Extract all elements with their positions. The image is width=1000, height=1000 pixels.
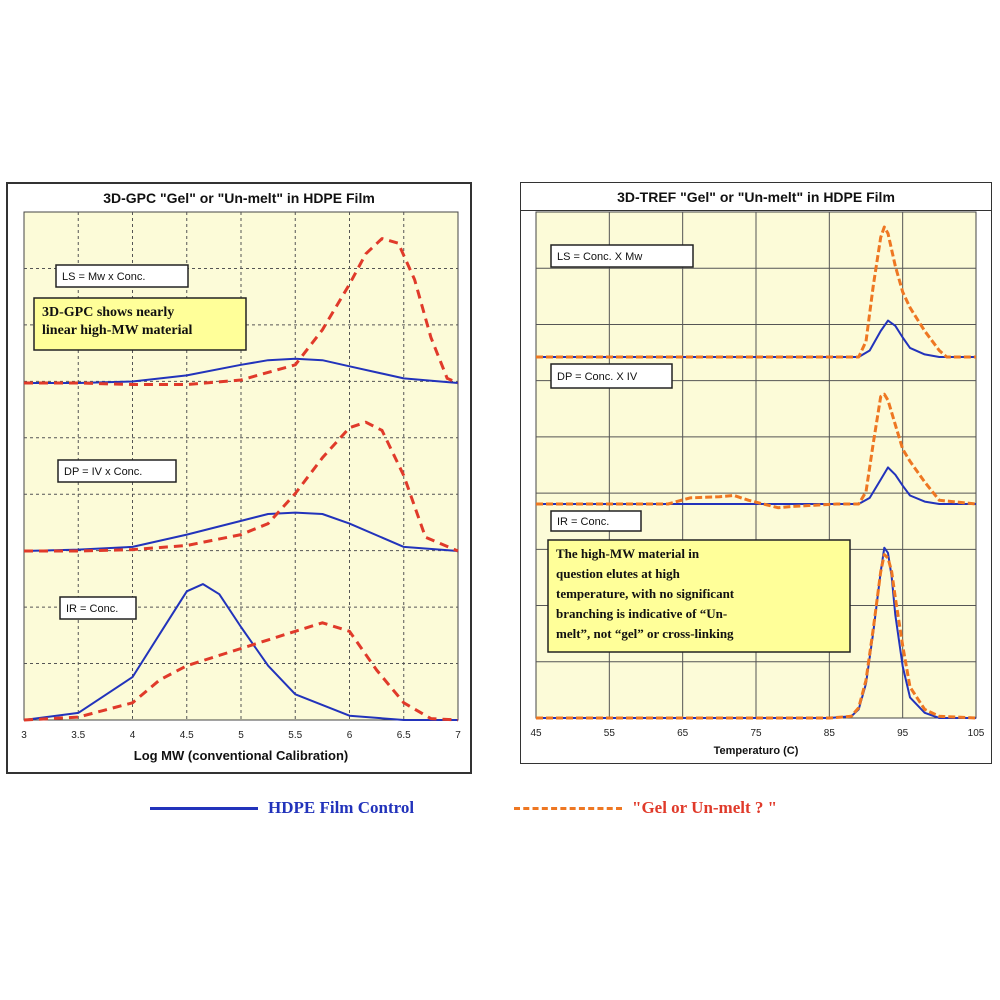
chart-1-annotation-line: melt”, not “gel” or cross-linking (556, 626, 734, 641)
chart-1-detector-label-box (550, 244, 694, 268)
chart-0-detector-label: IR = Conc. (66, 603, 118, 615)
chart-1-annotation-line: branching is indicative of “Un- (556, 606, 727, 621)
chart-1-x-axis-label: Temperaturo (C) (714, 745, 799, 757)
chart-1-x-tick-label: 85 (824, 728, 836, 739)
chart-0-detector-label: DP = IV x Conc. (64, 466, 142, 478)
chart-1-group: 45 55 65 75 85 95 105 Temperaturo (C) LS = Conc.… (530, 211, 985, 757)
legend-gel-line (514, 807, 622, 810)
chart-0-x-tick-label: 3 (21, 730, 27, 741)
chart-1-dp-gel-line (536, 392, 977, 510)
legend-gel: "Gel or Un-melt ? " (514, 796, 834, 820)
chart-0-dp-control-line (23, 511, 459, 552)
chart-1-ls-control-line (536, 319, 976, 358)
chart-1-annotation-box (547, 539, 851, 653)
chart-0-detector-label-box (55, 264, 189, 288)
chart-1-x-tick-label: 95 (897, 728, 909, 739)
gpc-chart-title: 3D-GPC "Gel" or "Un-melt" in HDPE Film (103, 190, 375, 206)
chart-0-x-tick-label: 3.5 (71, 730, 85, 741)
legend-gel-label: "Gel or Un-melt ? " (632, 798, 778, 817)
chart-1-ls-gel-line (536, 225, 976, 359)
chart-1-detector-label-box (550, 363, 673, 389)
chart-1-annotation-line: The high-MW material in (556, 546, 700, 561)
chart-1-annotation-line: question elutes at high (556, 566, 681, 581)
chart-1-ir-gel-line (536, 553, 977, 720)
chart-0-dp-gel-line (24, 420, 459, 553)
chart-0-x-axis-label: Log MW (conventional Calibration) (134, 748, 349, 763)
chart-1-annotation-line: temperature, with no significant (556, 586, 735, 601)
chart-0-x-tick-label: 4 (130, 730, 136, 741)
tref-title-rule (521, 210, 991, 211)
tref-chart-title: 3D-TREF "Gel" or "Un-melt" in HDPE Film (617, 189, 895, 205)
chart-1-x-tick-label: 75 (750, 728, 762, 739)
chart-1-detector-label: DP = Conc. X IV (557, 371, 638, 383)
chart-1-annotation-text: The high-MW material in question elutes a… (556, 546, 735, 641)
chart-0-x-tick-label: 4.5 (180, 730, 194, 741)
chart-0-group: 3 3.5 4 4.5 5 5.5 6 6.5 7 Log MW (conventional Ca… (21, 211, 461, 763)
chart-0-detector-label-box (59, 596, 137, 620)
chart-0-x-tick-label: 6 (347, 730, 353, 741)
chart-0-x-tick-label: 5.5 (288, 730, 302, 741)
chart-0-annotation-box (33, 297, 247, 351)
chart-1-x-tick-label: 65 (677, 728, 689, 739)
chart-1-detector-label: IR = Conc. (557, 516, 609, 528)
chart-1-detector-label: LS = Conc. X Mw (557, 251, 642, 263)
chart-1-x-tick-label: 105 (968, 728, 985, 739)
chart-0-ir-gel-line (23, 621, 459, 722)
chart-0-detector-label: LS = Mw x Conc. (62, 271, 145, 283)
chart-0-ir-control-line (23, 583, 458, 721)
chart-0-annotation-text: 3D-GPC shows nearly linear high-MW materi… (42, 305, 192, 338)
chart-0-x-tick-label: 5 (238, 730, 244, 741)
chart-1-detector-label-box (550, 510, 642, 532)
chart-0-x-tick-label: 6.5 (397, 730, 411, 741)
chart-0-detector-label-box (57, 459, 177, 483)
legend-control-label: HDPE Film Control (268, 798, 415, 817)
legend-control-line (150, 807, 258, 810)
chart-0-ls-gel-line (24, 237, 459, 386)
chart-0-ls-control-line (24, 357, 459, 384)
chart-1-x-tick-label: 55 (604, 728, 616, 739)
chart-1-x-tick-label: 45 (530, 728, 542, 739)
chart-0-x-tick-label: 7 (455, 730, 461, 741)
chart-0-annotation-line: linear high-MW material (42, 323, 192, 338)
chart-0-annotation-line: 3D-GPC shows nearly (42, 305, 174, 320)
legend-control: HDPE Film Control (150, 796, 450, 820)
